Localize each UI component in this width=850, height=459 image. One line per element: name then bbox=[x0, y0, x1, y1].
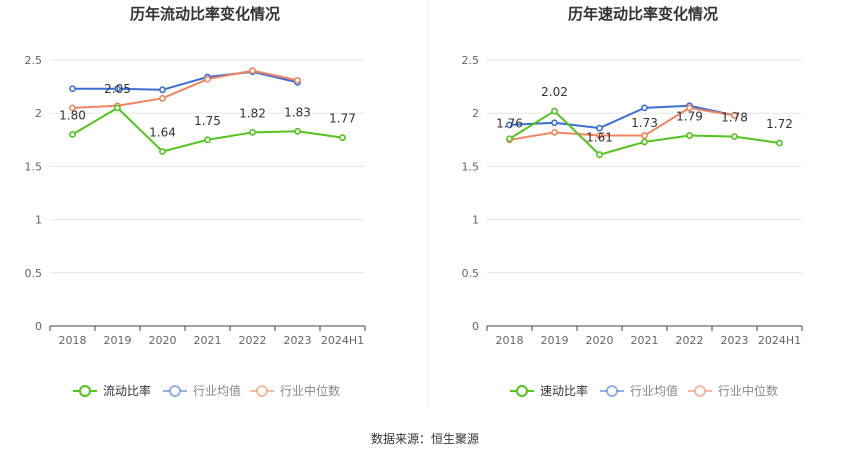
data-point bbox=[159, 94, 166, 102]
legend-marker bbox=[256, 385, 268, 397]
y-tick-label: 1.5 bbox=[25, 160, 43, 173]
legend-marker bbox=[169, 385, 181, 397]
y-tick-label: 2.5 bbox=[462, 54, 480, 67]
x-tick-label: 2022 bbox=[676, 334, 704, 347]
data-point bbox=[204, 136, 211, 144]
x-tick-label: 2023 bbox=[721, 334, 749, 347]
x-tick-label: 2020 bbox=[149, 334, 177, 347]
legend-marker bbox=[606, 385, 618, 397]
data-label: 1.80 bbox=[59, 108, 86, 122]
data-point bbox=[294, 127, 301, 135]
panel-divider bbox=[427, 0, 428, 408]
data-point bbox=[686, 104, 693, 112]
x-tick-label: 2019 bbox=[541, 334, 569, 347]
data-point bbox=[249, 67, 256, 75]
data-point bbox=[641, 132, 648, 139]
legend-label: 速动比率 bbox=[540, 383, 588, 398]
data-point bbox=[69, 104, 76, 112]
data-point bbox=[641, 104, 648, 112]
chart-title: 历年流动比率变化情况 bbox=[130, 5, 280, 23]
data-point bbox=[69, 131, 76, 138]
y-tick-label: 1 bbox=[472, 214, 479, 227]
x-tick-label: 2021 bbox=[194, 334, 222, 347]
data-point bbox=[686, 132, 693, 139]
data-point bbox=[159, 148, 166, 155]
series-line bbox=[509, 106, 735, 141]
data-label: 1.72 bbox=[766, 117, 793, 131]
data-label: 1.61 bbox=[586, 131, 613, 145]
legend-label: 行业均值 bbox=[193, 383, 241, 398]
series-line bbox=[72, 69, 298, 109]
data-point bbox=[249, 128, 256, 136]
legend-label: 流动比率 bbox=[103, 383, 151, 398]
legend-marker bbox=[516, 385, 528, 397]
data-source-note: 数据来源：恒生聚源 bbox=[370, 432, 479, 446]
data-point bbox=[506, 135, 513, 143]
series-line bbox=[72, 70, 298, 91]
data-point bbox=[294, 76, 301, 84]
data-point bbox=[596, 124, 603, 132]
y-tick-label: 2 bbox=[472, 107, 479, 120]
legend-marker bbox=[79, 385, 91, 397]
y-tick-label: 0 bbox=[35, 320, 42, 333]
data-point bbox=[159, 86, 166, 94]
data-label: 1.82 bbox=[239, 106, 266, 120]
data-point bbox=[204, 75, 211, 83]
y-tick-label: 1 bbox=[35, 214, 42, 227]
data-point bbox=[114, 104, 121, 112]
data-point bbox=[596, 132, 603, 139]
data-point bbox=[69, 85, 76, 93]
data-label: 1.83 bbox=[284, 105, 311, 119]
data-label: 1.76 bbox=[496, 117, 523, 131]
data-label: 1.78 bbox=[721, 111, 748, 125]
data-point bbox=[506, 121, 513, 129]
legend-label: 行业均值 bbox=[630, 383, 678, 398]
data-point bbox=[776, 139, 783, 147]
data-label: 2.05 bbox=[104, 82, 131, 96]
legend-label: 行业中位数 bbox=[718, 383, 778, 398]
y-tick-label: 0 bbox=[472, 320, 479, 333]
x-tick-label: 2024H1 bbox=[321, 334, 364, 347]
x-tick-label: 2021 bbox=[631, 334, 659, 347]
data-label: 1.64 bbox=[149, 126, 176, 140]
x-tick-label: 2024H1 bbox=[758, 334, 801, 347]
legend-label: 行业中位数 bbox=[280, 383, 340, 398]
chart-title: 历年速动比率变化情况 bbox=[568, 5, 718, 23]
data-label: 1.73 bbox=[631, 116, 658, 130]
data-label: 1.77 bbox=[329, 112, 356, 126]
data-point bbox=[596, 151, 603, 159]
x-tick-label: 2022 bbox=[239, 334, 267, 347]
series-line bbox=[509, 104, 735, 130]
x-tick-label: 2018 bbox=[59, 334, 87, 347]
legend-marker bbox=[694, 385, 706, 397]
data-point bbox=[641, 138, 648, 146]
data-label: 2.02 bbox=[541, 85, 568, 99]
data-label: 1.79 bbox=[676, 110, 703, 124]
data-point bbox=[551, 107, 558, 115]
x-tick-label: 2023 bbox=[284, 334, 312, 347]
x-tick-label: 2019 bbox=[104, 334, 132, 347]
data-point bbox=[339, 134, 346, 142]
y-tick-label: 1.5 bbox=[462, 160, 480, 173]
data-point bbox=[731, 133, 738, 141]
data-point bbox=[731, 111, 738, 119]
y-tick-label: 0.5 bbox=[25, 267, 43, 280]
y-tick-label: 0.5 bbox=[462, 267, 480, 280]
data-label: 1.75 bbox=[194, 114, 221, 128]
x-tick-label: 2020 bbox=[586, 334, 614, 347]
y-tick-label: 2.5 bbox=[25, 54, 43, 67]
data-point bbox=[551, 119, 558, 127]
data-point bbox=[114, 85, 121, 93]
data-point bbox=[551, 128, 558, 136]
y-tick-label: 2 bbox=[35, 107, 42, 120]
x-tick-label: 2018 bbox=[496, 334, 524, 347]
